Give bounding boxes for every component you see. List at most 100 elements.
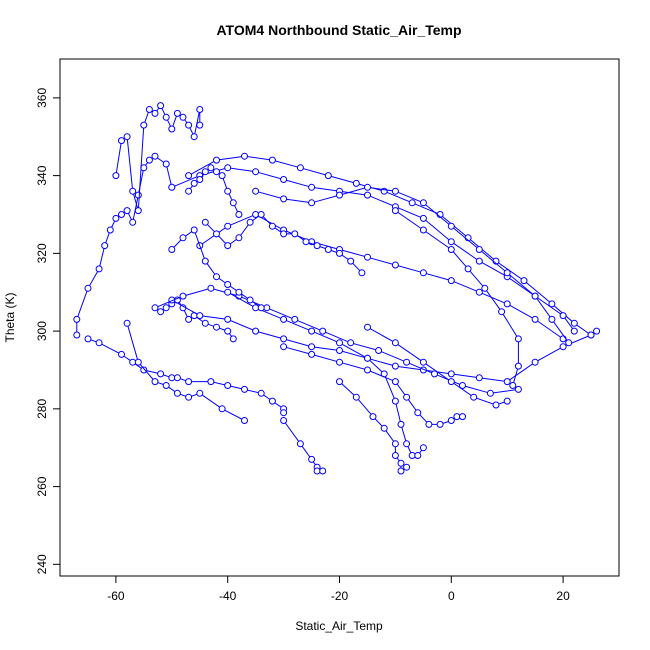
data-point [324,246,332,253]
data-point [129,218,137,226]
series-19 [391,207,522,389]
data-point [313,242,321,250]
data-point [280,315,288,323]
data-point [196,121,204,129]
data-point [447,277,455,285]
data-point [257,211,265,218]
data-point [391,187,399,195]
data-point [296,164,304,172]
data-point [419,269,427,277]
data-point [570,327,578,335]
data-point [308,455,316,463]
data-point [235,288,243,296]
data-point [336,347,343,354]
data-point [179,234,187,242]
series-16 [201,211,366,277]
data-point [459,382,466,389]
data-point [268,156,276,164]
data-point [364,183,371,191]
series-5 [157,296,237,343]
data-point [308,199,316,207]
x-tick-label: 20 [556,589,570,603]
series-18 [168,226,265,312]
data-point [190,179,198,187]
data-point [514,362,522,370]
data-point [548,300,556,308]
data-point [352,179,360,187]
data-point [201,168,209,176]
series-12 [224,288,427,459]
series-1 [73,152,176,339]
data-point [95,339,103,347]
y-tick-label: 300 [35,321,49,341]
data-point [319,327,327,335]
data-point [196,176,204,183]
data-point [207,284,215,292]
data-point [112,214,120,222]
data-point [140,121,148,129]
data-point [73,315,81,323]
data-point [106,226,114,234]
data-point [268,222,276,230]
y-tick-label: 340 [35,165,49,185]
data-point [447,246,455,253]
data-point [268,397,276,405]
data-point [548,315,556,323]
data-point [280,176,288,183]
series-line [171,167,575,332]
data-point [514,385,522,393]
data-point [241,417,248,424]
data-point [241,385,248,393]
data-point [134,191,142,199]
data-point [570,319,578,327]
series-6 [280,417,327,475]
data-point [118,211,125,218]
data-point [157,102,165,110]
data-point [559,312,567,320]
data-point [246,218,254,226]
series-line [87,338,285,413]
data-point [447,378,455,386]
series-17 [185,164,243,218]
data-point [224,281,232,288]
y-axis-label: Theta (K) [3,292,17,342]
data-point [391,378,399,386]
data-point [140,164,148,172]
data-point [118,137,125,145]
data-point [492,401,500,409]
data-point [207,164,215,172]
data-point [201,319,209,327]
data-point [302,238,310,246]
data-point [123,133,131,141]
data-point [129,187,137,195]
data-point [358,269,366,277]
series-3 [123,319,248,424]
data-point [447,238,455,246]
data-point [403,440,411,448]
data-point [559,335,567,343]
data-point [364,253,371,261]
data-point [95,265,103,273]
y-tick-label: 260 [35,476,49,496]
data-point [213,323,220,331]
data-point [151,378,159,386]
data-point [364,366,371,374]
data-point [436,420,444,428]
y-axis: 240 260 280 300 320 340 360 [35,88,60,574]
data-point [486,389,494,397]
data-point [403,463,411,471]
data-point [280,409,288,417]
data-point [347,339,355,347]
data-point [397,467,405,475]
data-point [201,257,209,265]
data-point [593,327,601,335]
data-point [224,222,232,230]
data-point [213,273,220,281]
data-point [101,242,109,250]
data-point [391,397,399,405]
data-point [419,358,427,366]
data-point [475,257,483,265]
data-point [369,413,377,421]
data-point [447,370,455,378]
